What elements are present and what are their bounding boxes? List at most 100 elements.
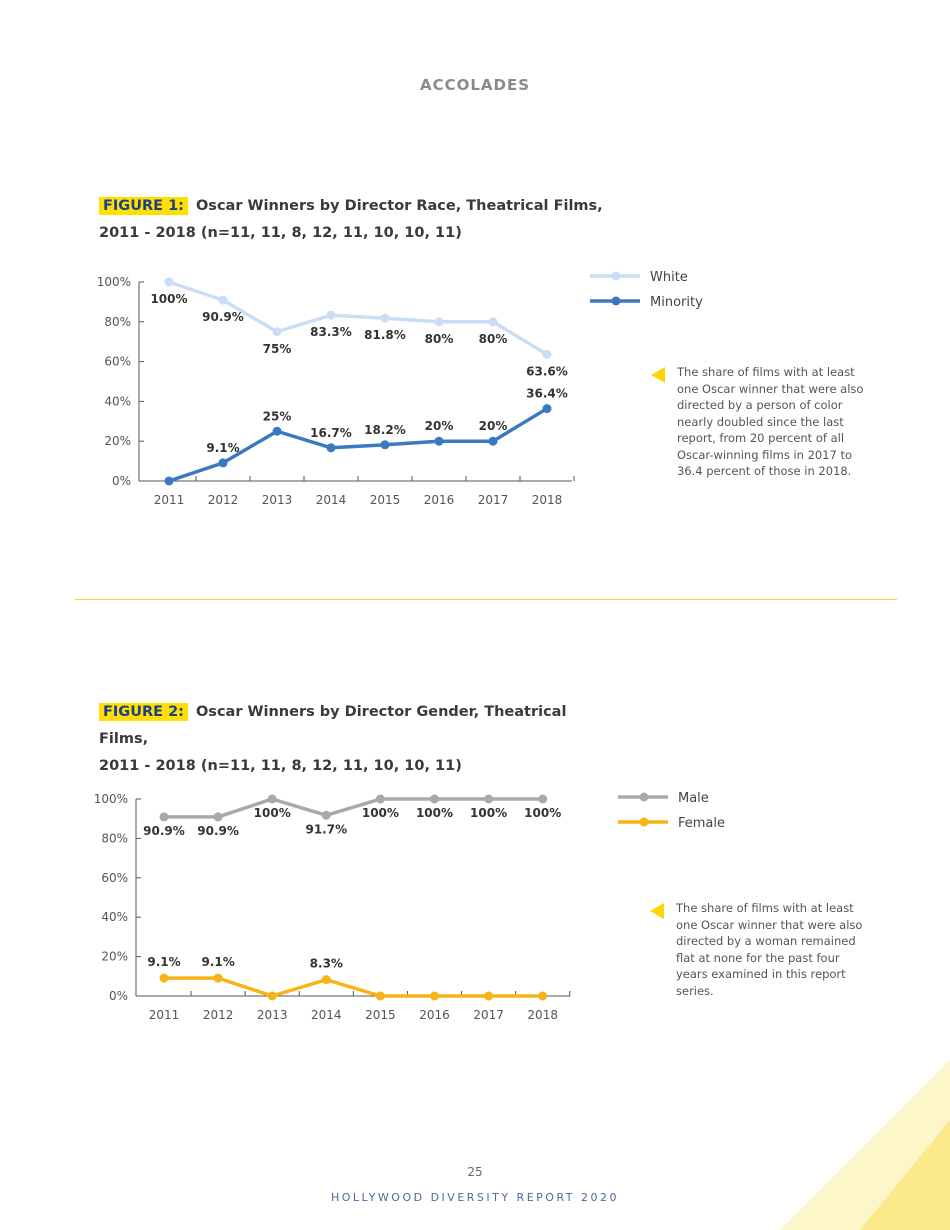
- legend-marker-minority: [611, 296, 621, 306]
- report-title: HOLLYWOOD DIVERSITY REPORT 2020: [330, 1191, 620, 1204]
- y-tick-label: 60%: [104, 355, 131, 369]
- data-point-female: [213, 973, 223, 983]
- figure-1-title-line2: 2011 - 2018 (n=11, 11, 8, 12, 11, 10, 10…: [99, 225, 462, 241]
- figure-2-title: FIGURE 2: Oscar Winners by Director Gende…: [99, 699, 619, 780]
- figure-1-chart: 0% 20% 40% 60% 80% 100% 2011 2012 2013 2014 2015 20…: [97, 270, 703, 507]
- data-label: 80%: [425, 332, 454, 346]
- x-tick-label: 2011: [149, 1008, 180, 1022]
- data-label: 20%: [479, 419, 508, 433]
- data-point-white: [272, 327, 282, 337]
- data-point-female: [375, 991, 385, 1001]
- data-label: 100%: [416, 806, 453, 820]
- series-line-male: [164, 797, 543, 819]
- x-tick-label: 2012: [208, 493, 239, 507]
- data-point-male: [321, 810, 331, 820]
- data-label: 100%: [470, 806, 507, 820]
- data-point-minority: [218, 458, 228, 468]
- x-tick-label: 2017: [473, 1008, 504, 1022]
- x-tick-label: 2016: [424, 493, 455, 507]
- x-tick-label: 2017: [478, 493, 509, 507]
- data-label: 20%: [425, 419, 454, 433]
- x-tick-label: 2014: [316, 493, 347, 507]
- data-point-female: [267, 991, 277, 1001]
- figure-1-title: FIGURE 1: Oscar Winners by Director Race,…: [99, 193, 619, 247]
- figure-2-title-line2: 2011 - 2018 (n=11, 11, 8, 12, 11, 10, 10…: [99, 758, 462, 774]
- figure-2-tag: FIGURE 2:: [99, 703, 188, 721]
- data-label: 100%: [524, 806, 561, 820]
- data-point-minority: [542, 404, 552, 414]
- data-point-male: [213, 812, 223, 822]
- data-point-white: [164, 277, 174, 287]
- y-tick-label: 100%: [97, 275, 131, 289]
- x-tick-label: 2018: [527, 1008, 558, 1022]
- data-label: 81.8%: [364, 328, 406, 342]
- y-tick-label: 0%: [109, 989, 128, 1003]
- data-point-white: [488, 317, 498, 327]
- data-point-minority: [434, 436, 444, 446]
- data-label: 90.9%: [202, 310, 244, 324]
- data-label: 25%: [263, 409, 292, 423]
- x-tick-label: 2015: [365, 1008, 396, 1022]
- data-point-male: [267, 794, 277, 804]
- series-line-white: [168, 280, 548, 356]
- y-tick-label: 0%: [112, 474, 131, 488]
- y-tick-label: 80%: [101, 831, 128, 845]
- data-point-minority: [164, 476, 174, 486]
- data-point-female: [484, 991, 494, 1001]
- y-tick-label: 40%: [104, 394, 131, 408]
- data-point-male: [159, 812, 169, 822]
- data-point-white: [380, 313, 390, 323]
- data-point-male: [430, 794, 439, 804]
- data-label: 9.1%: [201, 955, 234, 969]
- figure-1-tag: FIGURE 1:: [99, 197, 188, 215]
- data-point-white: [542, 349, 552, 359]
- data-point-female: [538, 991, 548, 1001]
- data-label: 80%: [479, 332, 508, 346]
- data-label: 9.1%: [206, 441, 239, 455]
- data-point-white: [218, 295, 228, 305]
- legend-label: White: [650, 270, 688, 285]
- figure-1-note: The share of films with at least one Osc…: [677, 365, 864, 478]
- section-title: ACCOLADES: [419, 76, 531, 94]
- data-point-minority: [272, 426, 282, 436]
- data-label: 100%: [362, 806, 399, 820]
- y-tick-label: 100%: [94, 792, 128, 806]
- y-tick-label: 80%: [104, 315, 131, 329]
- legend-marker-female: [639, 817, 649, 827]
- data-label: 100%: [150, 292, 187, 306]
- data-label: 16.7%: [310, 426, 352, 440]
- data-label: 83.3%: [310, 325, 352, 339]
- data-point-minority: [380, 440, 390, 450]
- arrow-left-icon: [650, 903, 664, 919]
- y-tick-label: 60%: [101, 871, 128, 885]
- x-tick-label: 2012: [203, 1008, 234, 1022]
- data-label: 100%: [254, 806, 291, 820]
- y-tick-label: 40%: [101, 910, 128, 924]
- data-label: 75%: [263, 342, 292, 356]
- x-tick-label: 2015: [370, 493, 401, 507]
- data-label: 8.3%: [310, 957, 343, 971]
- data-label: 63.6%: [526, 364, 568, 378]
- legend-marker-male: [639, 792, 649, 802]
- figure-2-chart: 0% 20% 40% 60% 80% 100% 2011 2012 2013 2014 2015 20…: [94, 791, 725, 1022]
- data-point-female: [321, 975, 331, 985]
- legend-label: Minority: [650, 295, 703, 310]
- legend-marker-white: [611, 271, 621, 281]
- figure-2-note: The share of films with at least one Osc…: [676, 901, 863, 998]
- data-point-female: [430, 991, 439, 1001]
- legend-label: Female: [678, 816, 725, 831]
- data-point-white: [434, 317, 444, 327]
- x-tick-label: 2013: [262, 493, 293, 507]
- data-label: 9.1%: [147, 955, 180, 969]
- data-label: 36.4%: [526, 387, 568, 401]
- y-tick-label: 20%: [104, 434, 131, 448]
- legend-label: Male: [678, 791, 709, 806]
- data-point-minority: [326, 443, 336, 453]
- divider: [75, 599, 897, 600]
- data-point-male: [484, 794, 494, 804]
- y-tick-label: 20%: [101, 950, 128, 964]
- x-tick-label: 2014: [311, 1008, 342, 1022]
- x-tick-label: 2013: [257, 1008, 288, 1022]
- series-line-minority: [168, 407, 548, 483]
